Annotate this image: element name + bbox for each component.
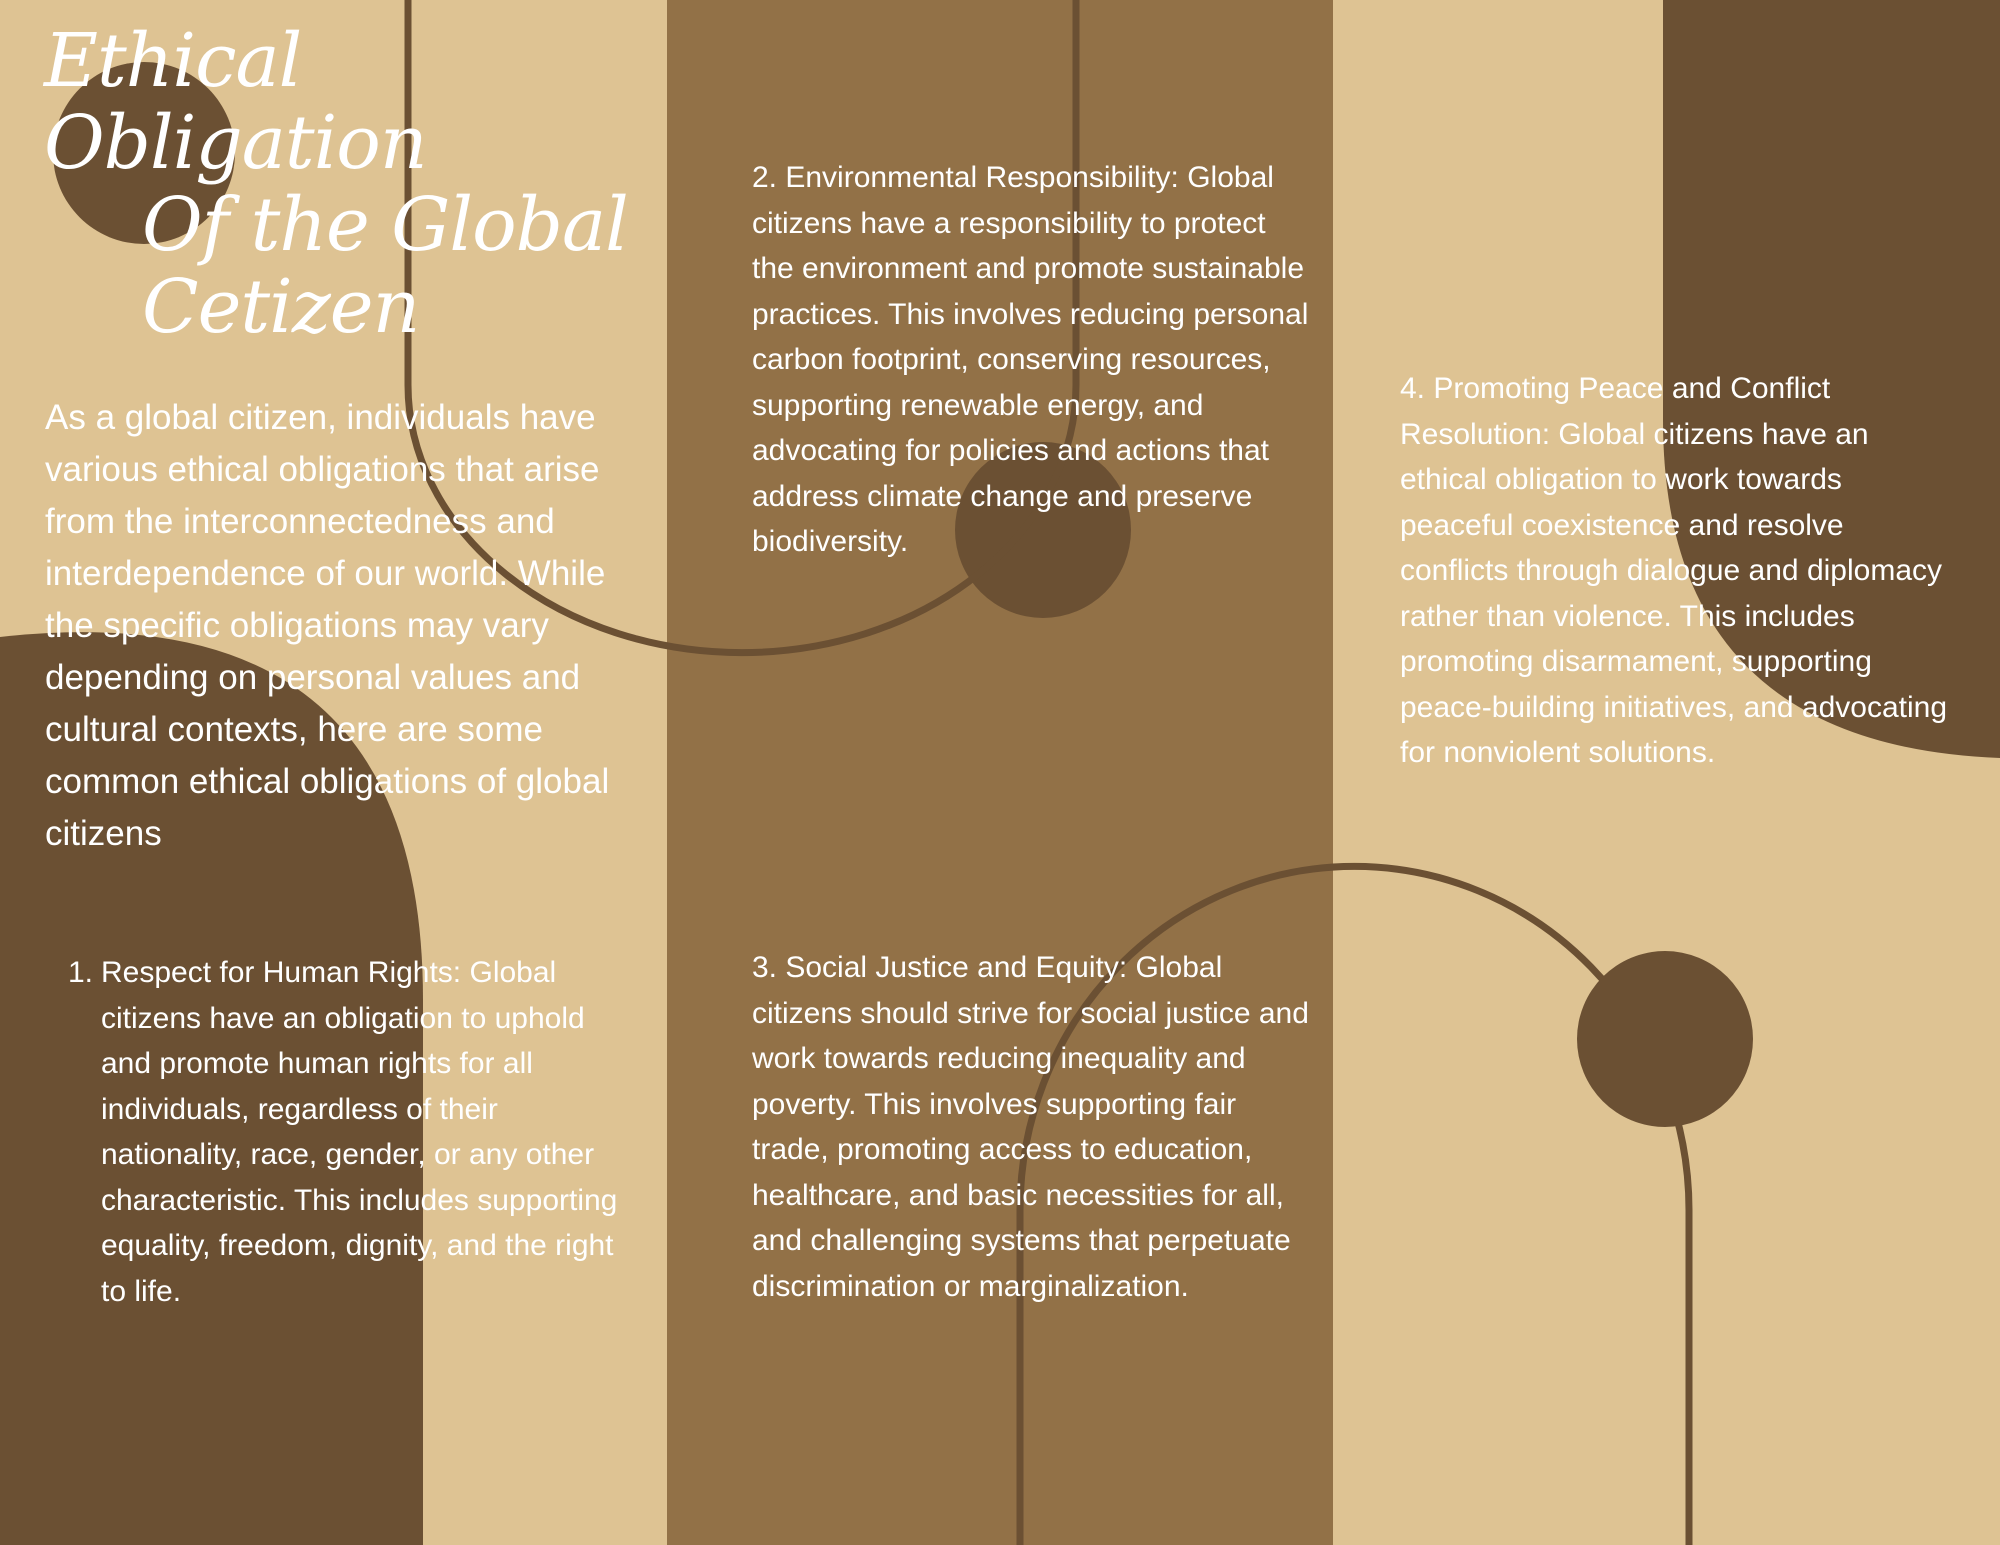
title-dark-circle [53,62,235,244]
bottom-right-dark-circle [1577,951,1753,1127]
right-dark-shape [1663,0,2000,758]
obligation-item-3: 3. Social Justice and Equity: Global cit… [752,951,1309,1303]
title-line-2: Obligation [44,100,427,186]
title-line-1: Ethical [44,18,302,104]
middle-panel [667,0,1333,1545]
intro-paragraph: As a global citizen, individuals have va… [45,398,610,853]
obligation-item-2: 2. Environmental Responsibility: Global … [752,161,1309,558]
u-arc-line [404,0,1080,657]
center-dark-circle [955,442,1131,618]
title-line-3: Of the Global [142,182,629,268]
obligation-item-4: 4. Promoting Peace and Conflict Resoluti… [1400,372,1948,769]
left-dark-dome [0,632,423,1545]
obligation-text-1: Respect for Human Rights: Global citizen… [101,956,618,1308]
obligation-item-1: 1. Respect for Human Rights: Global citi… [68,950,631,1314]
title-line-4: Cetizen [142,264,420,350]
obligation-number-1: 1. [68,956,94,989]
page-title: Ethical Obligation Of the Global Cetizen [44,18,629,350]
